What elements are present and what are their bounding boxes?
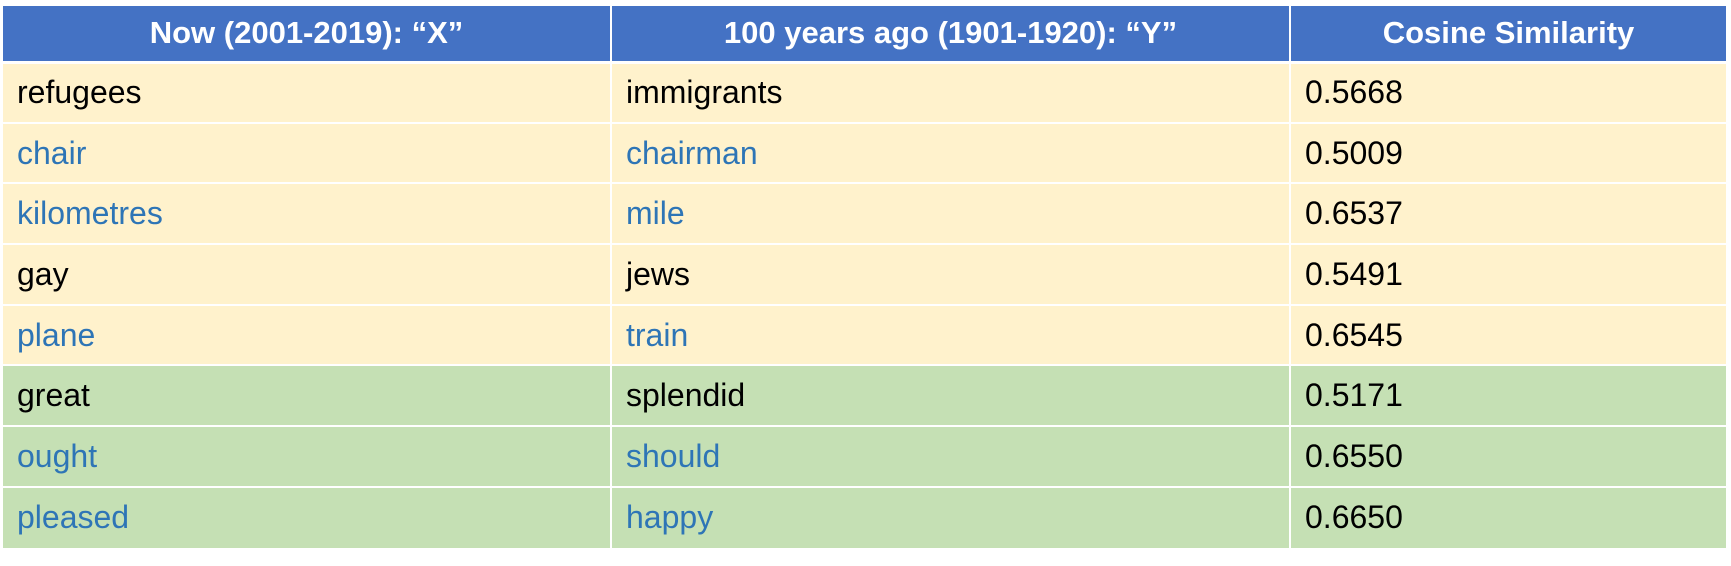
- table-row: gay jews 0.5491: [3, 244, 1726, 306]
- cell-now-word: kilometres: [3, 183, 612, 246]
- table-row: pleased happy 0.6650: [3, 486, 1726, 548]
- table-row: great splendid 0.5171: [3, 365, 1726, 428]
- cell-cosine-similarity: 0.6545: [1290, 304, 1726, 367]
- cell-now-word: gay: [3, 244, 612, 306]
- table-row: kilometres mile 0.6537: [3, 183, 1726, 246]
- cell-past-word: happy: [611, 486, 1291, 548]
- header-cosine-similarity: Cosine Similarity: [1290, 6, 1726, 64]
- cell-now-word: chair: [3, 122, 612, 185]
- table-header-row: Now (2001-2019): “X” 100 years ago (1901…: [3, 6, 1726, 64]
- cell-now-word: ought: [3, 426, 612, 488]
- cell-cosine-similarity: 0.5009: [1290, 122, 1726, 185]
- cell-now-word: plane: [3, 304, 612, 367]
- cell-now-word: refugees: [3, 62, 612, 124]
- cell-cosine-similarity: 0.6650: [1290, 486, 1726, 548]
- cell-past-word: mile: [611, 183, 1291, 246]
- cell-now-word: great: [3, 365, 612, 428]
- table-row: refugees immigrants 0.5668: [3, 62, 1726, 124]
- table-row: plane train 0.6545: [3, 304, 1726, 367]
- table-row: ought should 0.6550: [3, 426, 1726, 488]
- cell-past-word: jews: [611, 244, 1291, 306]
- cell-cosine-similarity: 0.5668: [1290, 62, 1726, 124]
- cell-past-word: splendid: [611, 365, 1291, 428]
- similarity-table: Now (2001-2019): “X” 100 years ago (1901…: [3, 6, 1726, 548]
- cell-past-word: immigrants: [611, 62, 1291, 124]
- cell-cosine-similarity: 0.6550: [1290, 426, 1726, 488]
- cell-past-word: chairman: [611, 122, 1291, 185]
- cell-cosine-similarity: 0.5171: [1290, 365, 1726, 428]
- header-100-years-ago: 100 years ago (1901-1920): “Y”: [611, 6, 1291, 64]
- table-row: chair chairman 0.5009: [3, 122, 1726, 185]
- cell-cosine-similarity: 0.6537: [1290, 183, 1726, 246]
- cell-cosine-similarity: 0.5491: [1290, 244, 1726, 306]
- header-now: Now (2001-2019): “X”: [3, 6, 612, 64]
- cell-now-word: pleased: [3, 486, 612, 548]
- table-body: refugees immigrants 0.5668 chair chairman 0.5…: [3, 62, 1726, 548]
- cell-past-word: should: [611, 426, 1291, 488]
- cell-past-word: train: [611, 304, 1291, 367]
